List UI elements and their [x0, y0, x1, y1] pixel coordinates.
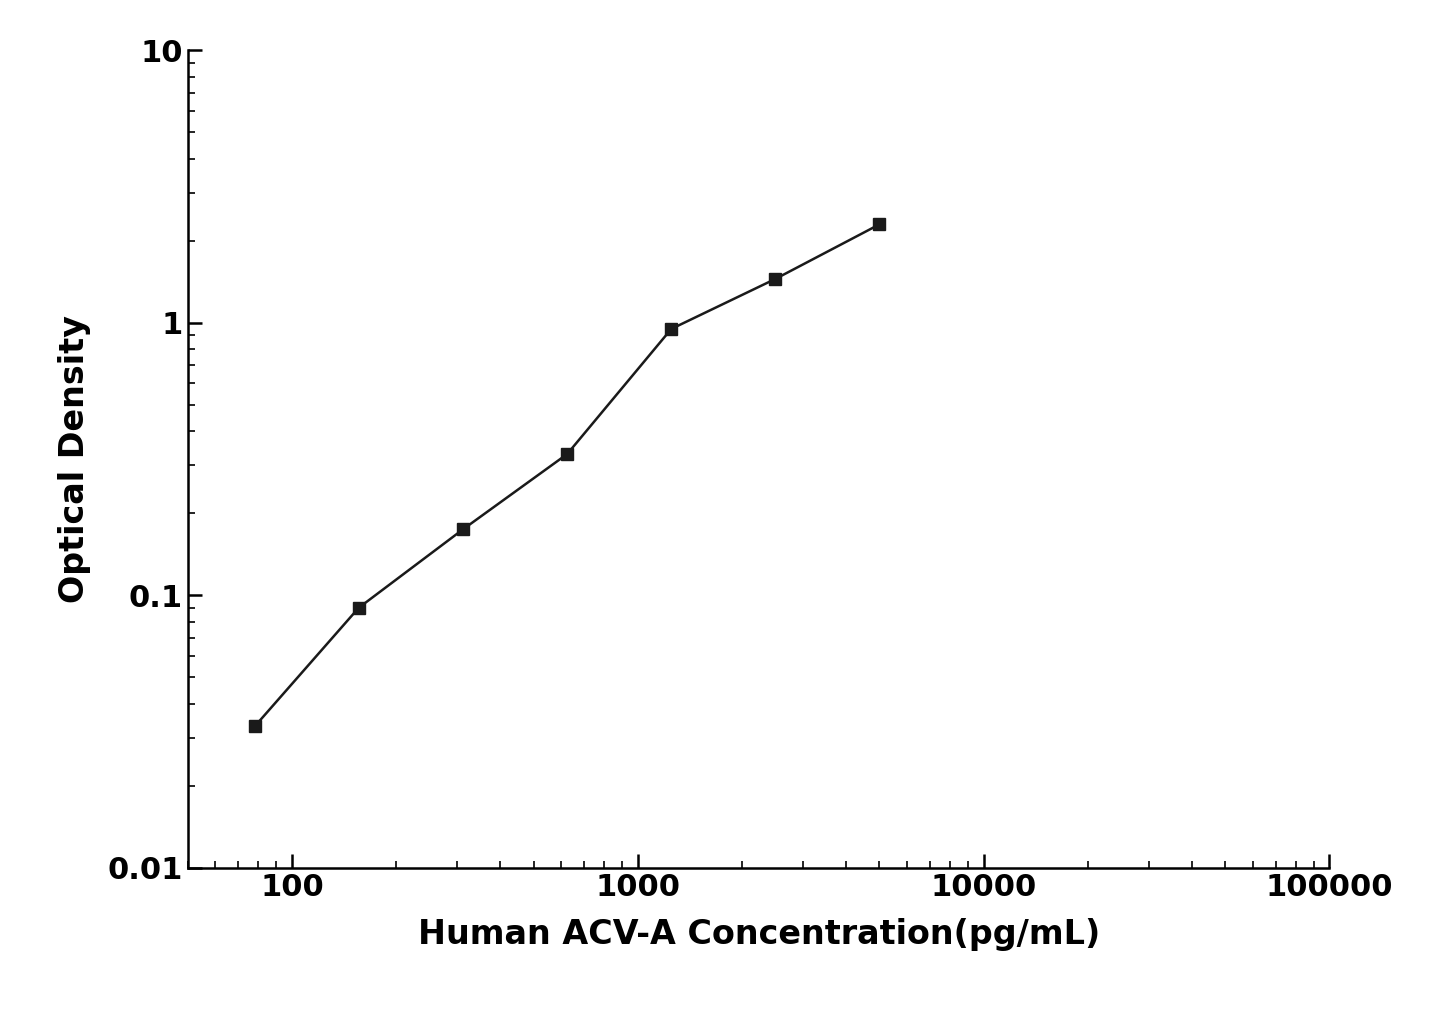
X-axis label: Human ACV-A Concentration(pg/mL): Human ACV-A Concentration(pg/mL) [418, 918, 1100, 951]
Y-axis label: Optical Density: Optical Density [58, 315, 91, 603]
